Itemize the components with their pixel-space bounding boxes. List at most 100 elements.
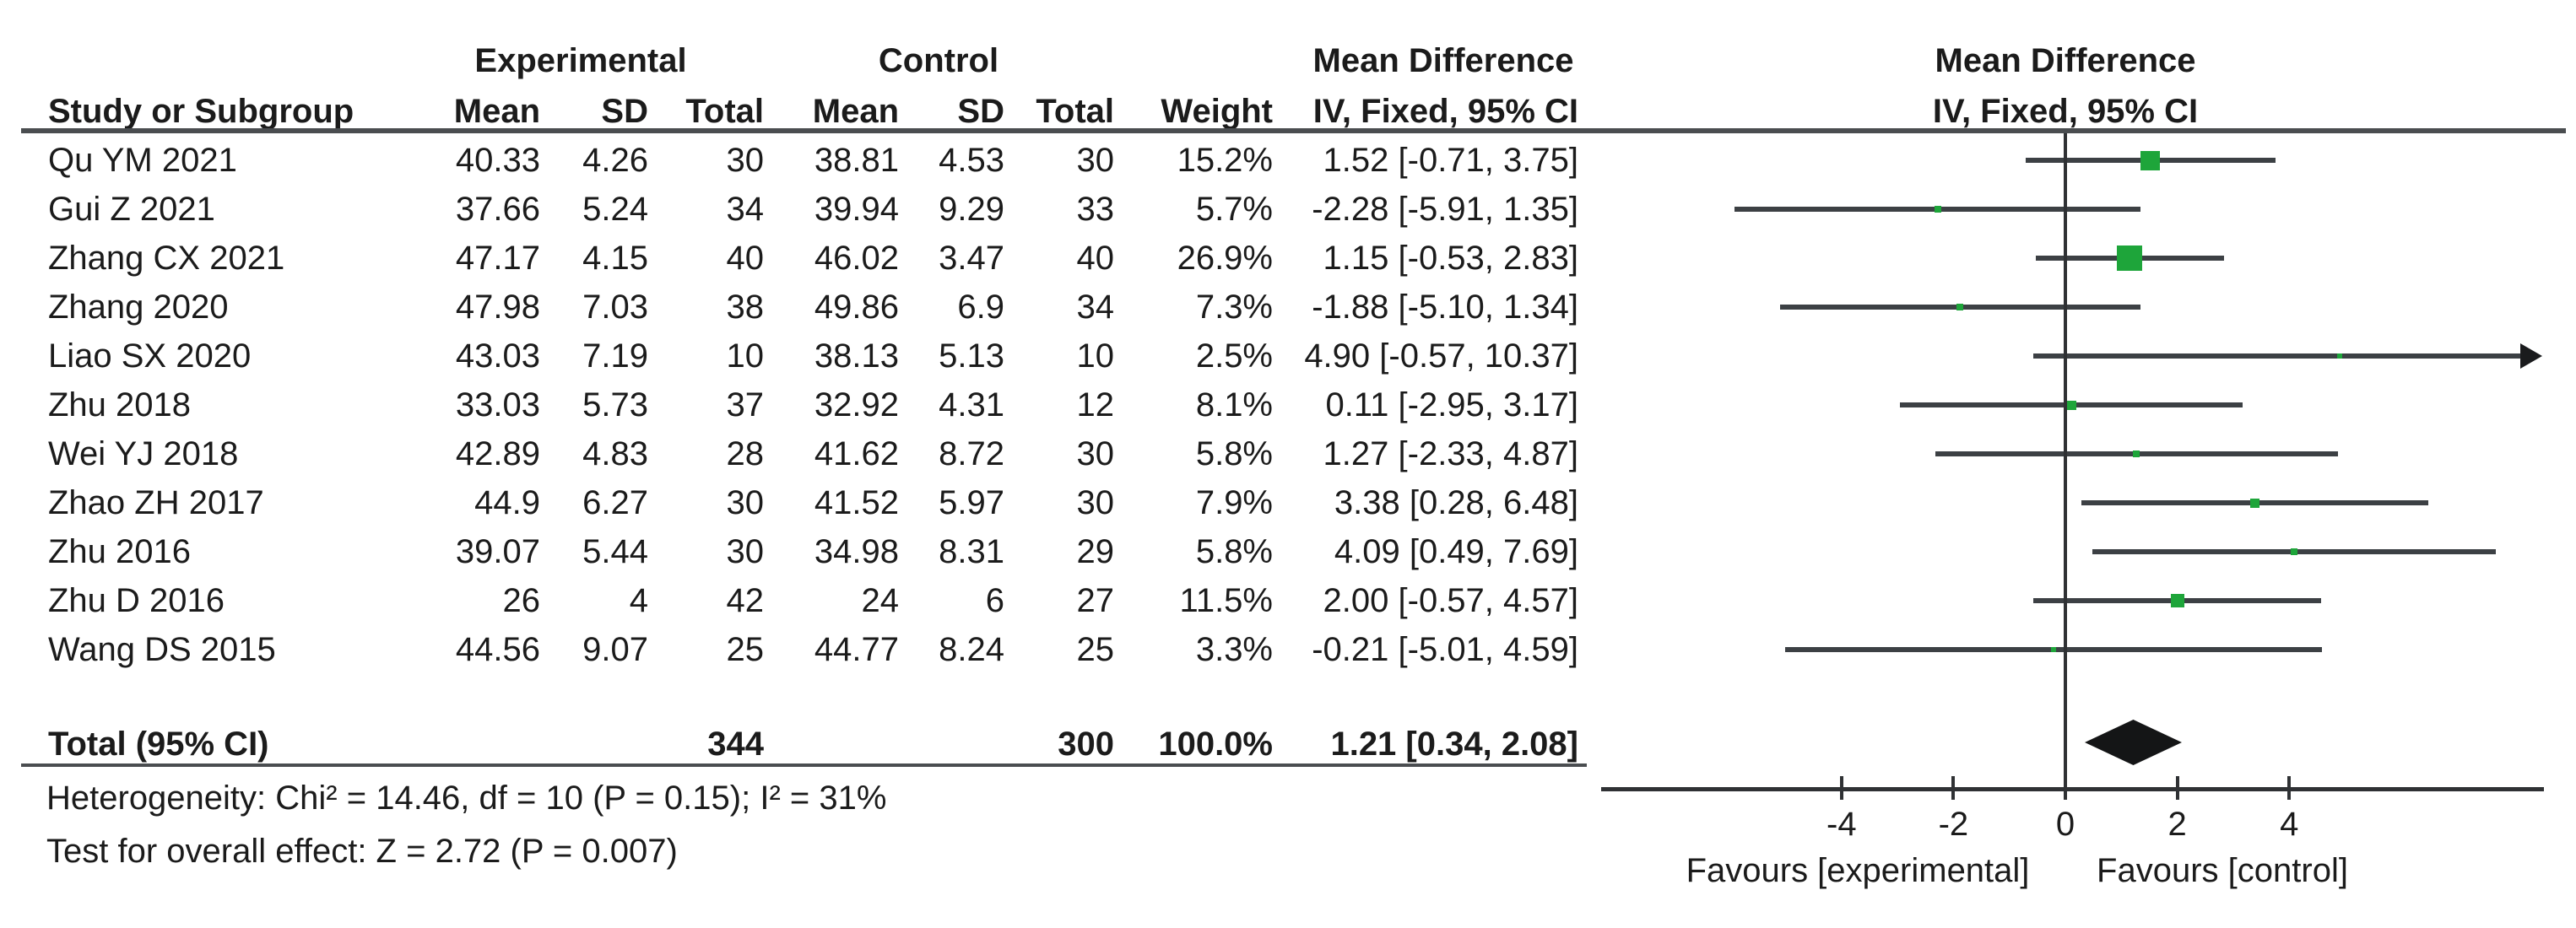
col-header-study: Study or Subgroup [48, 93, 354, 130]
study-name-cell: Zhang 2020 [48, 289, 229, 326]
ctrl-sd-cell: 5.13 [939, 337, 1004, 375]
tick-label: 2 [2167, 806, 2187, 843]
total-row-label: Total (95% CI) [48, 726, 269, 763]
exp-total-cell: 25 [726, 631, 765, 668]
ctrl-mean-cell: 38.81 [814, 142, 899, 179]
exp-sd-cell: 4.26 [582, 142, 648, 179]
group-header-experimental: Experimental [474, 42, 687, 79]
exp-sd-cell: 4.83 [582, 435, 648, 472]
study-name-cell: Wei YJ 2018 [48, 435, 239, 472]
exp-total-cell: 30 [726, 484, 765, 521]
ctrl-total-cell: 30 [1076, 484, 1115, 521]
ctrl-total-cell: 33 [1076, 191, 1115, 228]
weight-cell: 11.5% [1179, 582, 1273, 619]
ctrl-total-cell: 40 [1076, 240, 1115, 277]
effect-square [2117, 245, 2143, 271]
group-header-control: Control [878, 42, 999, 79]
ctrl-mean-cell: 34.98 [814, 533, 899, 570]
study-name-cell: Wang DS 2015 [48, 631, 276, 668]
col-header-ctrl-mean: Mean [812, 93, 899, 130]
col-header-exp-sd: SD [601, 93, 648, 130]
total-ctrl-n: 300 [1058, 726, 1114, 763]
ctrl-sd-cell: 6.9 [957, 289, 1004, 326]
ci-line [2033, 353, 2520, 359]
tick-label: -4 [1826, 806, 1857, 843]
effect-square [1934, 206, 1941, 213]
study-name-cell: Liao SX 2020 [48, 337, 252, 375]
study-name-cell: Zhao ZH 2017 [48, 484, 264, 521]
exp-total-cell: 10 [726, 337, 765, 375]
exp-mean-cell: 40.33 [455, 142, 540, 179]
exp-sd-cell: 6.27 [582, 484, 648, 521]
col-header-ctrl-sd: SD [957, 93, 1004, 130]
col-header-exp-mean: Mean [453, 93, 540, 130]
ctrl-sd-cell: 6 [985, 582, 1004, 619]
exp-mean-cell: 37.66 [455, 191, 540, 228]
ctrl-sd-cell: 8.24 [939, 631, 1004, 668]
exp-total-cell: 28 [726, 435, 765, 472]
ci-text-cell: -2.28 [-5.91, 1.35] [1312, 191, 1578, 228]
ctrl-sd-cell: 8.31 [939, 533, 1004, 570]
ctrl-total-cell: 27 [1076, 582, 1115, 619]
ctrl-total-cell: 12 [1076, 386, 1115, 424]
ctrl-mean-cell: 24 [861, 582, 900, 619]
exp-mean-cell: 44.9 [474, 484, 540, 521]
exp-mean-cell: 47.17 [455, 240, 540, 277]
exp-sd-cell: 4 [629, 582, 648, 619]
heterogeneity-note: Heterogeneity: Chi² = 14.46, df = 10 (P … [46, 780, 887, 817]
ctrl-sd-cell: 3.47 [939, 240, 1004, 277]
effect-square [2066, 400, 2076, 410]
exp-mean-cell: 42.89 [455, 435, 540, 472]
weight-cell: 7.9% [1195, 484, 1273, 521]
effect-square [2140, 150, 2161, 170]
weight-cell: 5.7% [1195, 191, 1273, 228]
header-divider [21, 128, 2566, 133]
col-header-exp-total: Total [685, 93, 764, 130]
exp-total-cell: 37 [726, 386, 765, 424]
zero-effect-line [2064, 133, 2067, 789]
exp-sd-cell: 5.44 [582, 533, 648, 570]
total-ci-text: 1.21 [0.34, 2.08] [1330, 726, 1578, 763]
ctrl-mean-cell: 46.02 [814, 240, 899, 277]
effect-square [2249, 498, 2259, 508]
exp-mean-cell: 26 [502, 582, 541, 619]
tick-label: 0 [2055, 806, 2075, 843]
overall-effect-note: Test for overall effect: Z = 2.72 (P = 0… [46, 833, 678, 870]
summary-diamond-icon [2084, 720, 2182, 765]
exp-total-cell: 30 [726, 142, 765, 179]
exp-total-cell: 42 [726, 582, 765, 619]
ci-text-cell: 3.38 [0.28, 6.48] [1334, 484, 1578, 521]
ctrl-sd-cell: 4.31 [939, 386, 1004, 424]
exp-total-cell: 34 [726, 191, 765, 228]
exp-total-cell: 30 [726, 533, 765, 570]
exp-mean-cell: 44.56 [455, 631, 540, 668]
ctrl-sd-cell: 4.53 [939, 142, 1004, 179]
study-name-cell: Gui Z 2021 [48, 191, 215, 228]
col-header-ci: IV, Fixed, 95% CI [1312, 93, 1578, 130]
exp-mean-cell: 43.03 [455, 337, 540, 375]
ci-text-cell: -0.21 [-5.01, 4.59] [1312, 631, 1578, 668]
total-weight: 100.0% [1158, 726, 1273, 763]
group-header-mean-difference: Mean Difference [1312, 42, 1574, 79]
effect-square [2336, 353, 2342, 359]
weight-cell: 26.9% [1177, 240, 1273, 277]
ctrl-mean-cell: 32.92 [814, 386, 899, 424]
exp-total-cell: 38 [726, 289, 765, 326]
ci-text-cell: 1.15 [-0.53, 2.83] [1323, 240, 1578, 277]
weight-cell: 15.2% [1177, 142, 1273, 179]
study-name-cell: Qu YM 2021 [48, 142, 237, 179]
effect-square [1956, 304, 1964, 310]
weight-cell: 7.3% [1195, 289, 1273, 326]
exp-total-cell: 40 [726, 240, 765, 277]
effect-square [2170, 594, 2184, 607]
plot-title-line1: Mean Difference [1935, 42, 2196, 79]
ci-text-cell: 0.11 [-2.95, 3.17] [1325, 386, 1578, 424]
ctrl-mean-cell: 49.86 [814, 289, 899, 326]
weight-cell: 5.8% [1195, 533, 1273, 570]
x-axis-line [1601, 787, 2544, 791]
study-name-cell: Zhang CX 2021 [48, 240, 285, 277]
ci-text-cell: 1.27 [-2.33, 4.87] [1323, 435, 1578, 472]
weight-cell: 8.1% [1195, 386, 1273, 424]
exp-sd-cell: 5.24 [582, 191, 648, 228]
